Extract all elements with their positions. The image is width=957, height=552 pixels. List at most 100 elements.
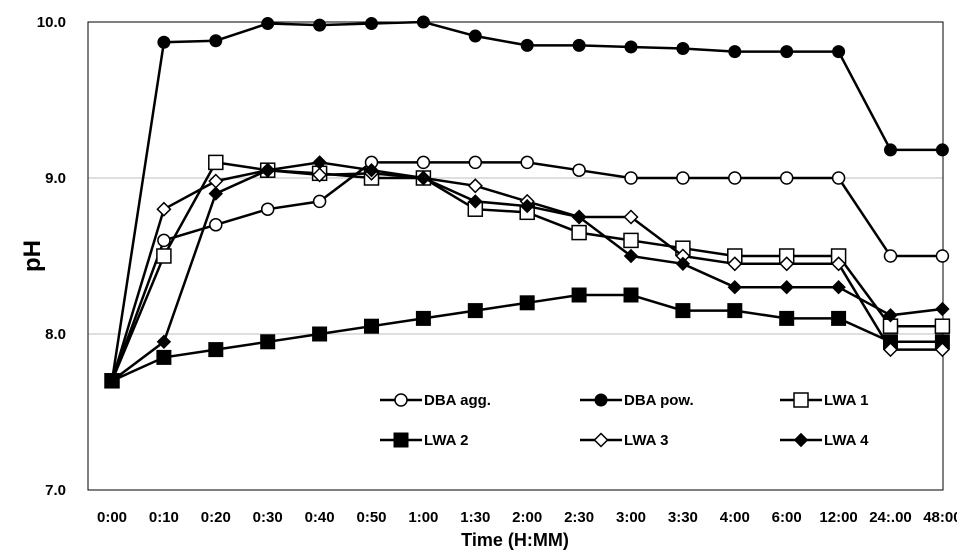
data-point	[156, 334, 172, 350]
data-point	[156, 201, 172, 217]
data-point	[831, 256, 847, 272]
data-point	[260, 202, 275, 216]
data-point	[312, 155, 327, 170]
data-point	[623, 287, 639, 303]
legend-marker	[593, 432, 609, 448]
data-point	[519, 295, 535, 311]
data-point	[935, 143, 949, 157]
x-tick-label: 1:30	[460, 509, 490, 526]
series-0	[105, 155, 950, 388]
y-tick-label: 7.0	[45, 482, 66, 499]
data-point	[156, 349, 172, 365]
x-axis-ticks: 0:00 0:10 0:20 0:30 0:40 0:50 1:00 1:30 2:00 2:30…	[97, 509, 957, 526]
data-point	[623, 248, 639, 264]
data-point	[572, 163, 586, 177]
data-point	[208, 173, 224, 189]
y-tick-label: 10.0	[37, 14, 66, 31]
data-point	[831, 171, 846, 185]
data-point	[935, 301, 950, 317]
data-point	[571, 224, 587, 241]
data-point	[468, 155, 483, 170]
data-point	[364, 318, 379, 334]
y-axis-title: pH	[19, 240, 46, 272]
series-group	[104, 15, 951, 389]
data-point	[468, 194, 483, 209]
data-point	[831, 279, 846, 295]
data-point	[468, 29, 482, 43]
legend-marker	[393, 432, 409, 448]
data-point	[313, 18, 327, 32]
data-point	[779, 171, 794, 185]
x-tick-label: 12:00	[819, 509, 857, 526]
legend-label: LWA 3	[624, 432, 668, 449]
data-point	[416, 15, 430, 29]
data-point	[624, 40, 638, 54]
legend-marker	[793, 432, 809, 448]
data-point	[624, 171, 638, 185]
legend-item: DBA pow.	[580, 392, 694, 409]
x-tick-label: 1:00	[408, 509, 438, 526]
x-tick-label: 3:30	[668, 509, 698, 526]
series-1	[105, 15, 949, 388]
x-tick-label: 0:30	[253, 509, 283, 526]
data-point	[416, 155, 431, 170]
data-point	[728, 45, 742, 59]
legend-marker	[594, 393, 608, 407]
data-point	[312, 326, 328, 342]
data-point	[727, 256, 743, 272]
data-point	[104, 373, 120, 389]
series-4	[104, 162, 950, 389]
data-point	[415, 310, 431, 326]
data-point	[260, 334, 276, 350]
data-point	[935, 249, 950, 263]
data-point	[364, 162, 379, 178]
data-point	[779, 256, 795, 272]
data-point	[727, 279, 743, 295]
data-point	[260, 162, 275, 178]
legend-label: LWA 1	[824, 392, 868, 409]
data-point	[571, 209, 587, 225]
data-point	[623, 232, 639, 249]
legend-marker	[793, 392, 809, 408]
legend-item: LWA 4	[780, 432, 869, 449]
legend-item: LWA 1	[780, 392, 868, 409]
data-point	[883, 308, 898, 323]
data-point	[467, 303, 483, 319]
data-point	[312, 167, 328, 183]
data-point	[623, 209, 639, 225]
x-tick-label: 2:00	[512, 509, 542, 526]
data-point	[467, 178, 483, 194]
data-point	[780, 45, 794, 59]
y-axis-ticks: 7.0 8.0 9.0 10.0	[37, 14, 66, 499]
data-point	[882, 342, 899, 358]
data-point	[883, 249, 898, 263]
y-tick-label: 8.0	[45, 326, 66, 343]
data-point	[571, 287, 587, 303]
x-tick-label: 2:30	[564, 509, 594, 526]
data-point	[157, 233, 171, 248]
x-axis-title: Time (H:MM)	[461, 530, 569, 550]
x-tick-label: 4:00	[720, 509, 750, 526]
data-point	[365, 17, 378, 31]
data-point	[156, 248, 172, 264]
data-point	[572, 38, 586, 52]
data-point	[728, 171, 742, 185]
x-tick-label: 0:40	[305, 509, 335, 526]
data-point	[261, 17, 275, 31]
data-point	[934, 318, 951, 334]
data-point	[832, 45, 846, 59]
legend-label: LWA 2	[424, 432, 468, 449]
series-2	[104, 154, 951, 389]
x-tick-label: 0:20	[201, 509, 231, 526]
data-point	[157, 35, 171, 49]
legend-marker	[394, 393, 408, 407]
data-point	[934, 342, 950, 358]
x-tick-label: 0:50	[356, 509, 386, 526]
legend-item: LWA 2	[380, 432, 468, 449]
legend-item: DBA agg.	[380, 392, 491, 409]
data-point	[208, 186, 224, 201]
data-point	[831, 310, 847, 326]
series-5	[104, 155, 950, 389]
series-3	[104, 287, 950, 389]
data-point	[520, 155, 534, 170]
